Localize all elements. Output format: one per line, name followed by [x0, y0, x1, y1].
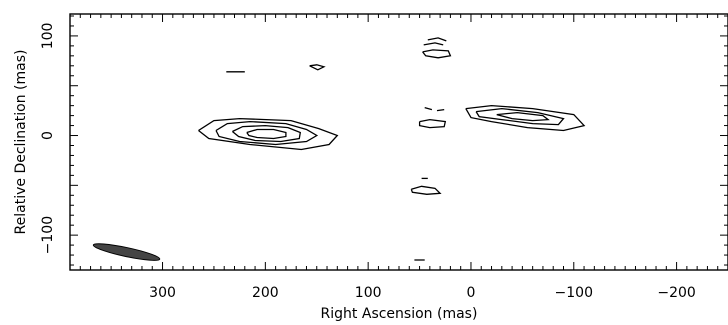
contour-c0-l3	[246, 128, 287, 140]
plot-frame	[69, 13, 728, 271]
contour-c1-l1	[475, 107, 565, 126]
y-tick-label: −100	[40, 216, 56, 254]
ticks-layer	[69, 14, 728, 270]
contour-c0-l1	[215, 120, 319, 146]
contour-c2-l2	[423, 42, 444, 46]
contour-c0-l2	[231, 124, 302, 143]
contour-c3-l2	[436, 108, 445, 112]
contour-c5-l0	[309, 64, 326, 71]
contour-c0-l0	[198, 117, 339, 151]
contour-c3-l1	[424, 106, 433, 111]
restoring-beam	[92, 243, 161, 261]
x-axis-label: Right Ascension (mas)	[321, 306, 478, 322]
x-tick-label: 0	[467, 285, 476, 301]
x-tick-label: 100	[355, 285, 382, 301]
y-tick-label: 0	[40, 131, 56, 140]
x-tick-label: −200	[657, 285, 695, 301]
contours-layer	[198, 37, 586, 261]
contour-c2-l1	[427, 37, 447, 42]
contour-c1-l0	[465, 104, 586, 132]
x-tick-label: −100	[555, 285, 593, 301]
contour-c4-l0	[410, 185, 442, 195]
beam-layer	[92, 243, 161, 261]
x-tick-label: 200	[252, 285, 279, 301]
contour-c1-l2	[496, 111, 550, 122]
labels-layer: 300 200 100 0 −100 −200 100 0 −100	[40, 23, 696, 301]
y-axis-label: Relative Declination (mas)	[13, 50, 29, 235]
x-tick-label: 300	[149, 285, 176, 301]
y-tick-label: 100	[40, 23, 56, 50]
contour-c3-l0	[418, 118, 447, 129]
contour-c2-l0	[422, 49, 452, 59]
